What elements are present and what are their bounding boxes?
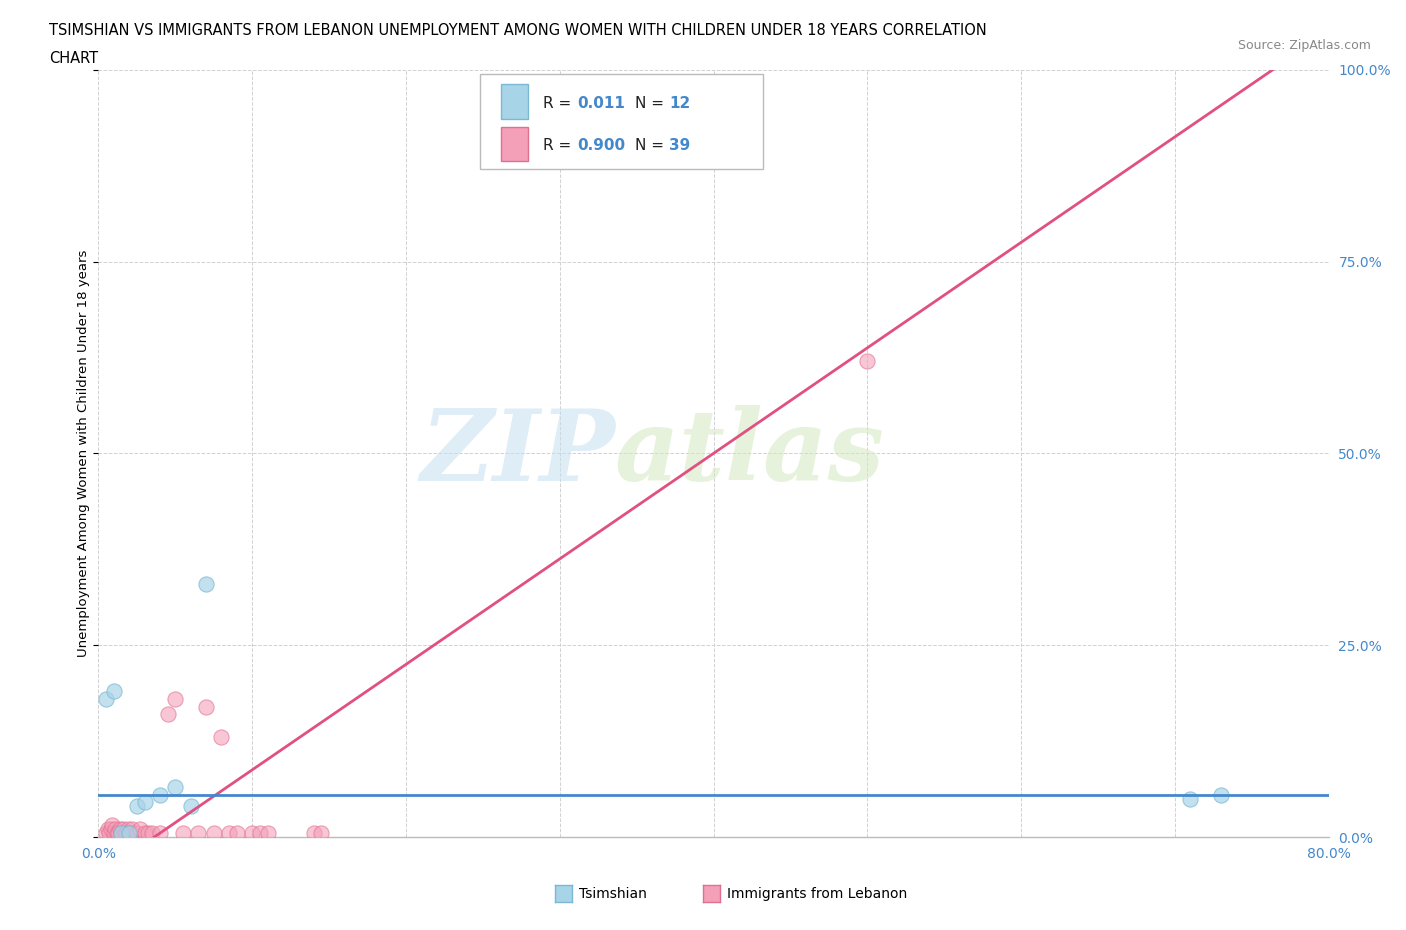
Point — [311, 826, 333, 841]
Point — [97, 822, 120, 837]
Point — [1209, 788, 1232, 803]
Point — [141, 826, 163, 841]
Point — [187, 826, 209, 841]
Text: 0.900: 0.900 — [576, 139, 626, 153]
Point — [125, 799, 148, 814]
Point — [149, 826, 172, 841]
Text: CHART: CHART — [49, 51, 98, 66]
Text: 39: 39 — [669, 139, 690, 153]
Text: Immigrants from Lebanon: Immigrants from Lebanon — [727, 886, 907, 901]
Text: Tsimshian: Tsimshian — [579, 886, 647, 901]
Point — [134, 826, 156, 841]
Text: R =: R = — [543, 139, 575, 153]
Point — [101, 818, 124, 833]
Point — [94, 826, 117, 841]
Point — [240, 826, 263, 841]
Y-axis label: Unemployment Among Women with Children Under 18 years: Unemployment Among Women with Children U… — [77, 249, 90, 658]
Point — [225, 826, 247, 841]
Point — [103, 684, 125, 698]
Text: 0.011: 0.011 — [576, 96, 624, 111]
Text: ZIP: ZIP — [420, 405, 616, 501]
Point — [165, 692, 187, 707]
Point — [104, 822, 127, 837]
Text: N =: N = — [636, 96, 669, 111]
FancyBboxPatch shape — [501, 85, 527, 119]
Point — [249, 826, 271, 841]
FancyBboxPatch shape — [479, 73, 763, 169]
Point — [120, 826, 142, 841]
Point — [118, 826, 141, 841]
Point — [112, 822, 135, 837]
Point — [149, 788, 172, 803]
Point — [256, 826, 278, 841]
Point — [202, 826, 225, 841]
Text: N =: N = — [636, 139, 669, 153]
Text: Source: ZipAtlas.com: Source: ZipAtlas.com — [1237, 39, 1371, 52]
Point — [134, 795, 156, 810]
Point — [100, 822, 122, 837]
Point — [165, 779, 187, 794]
Point — [302, 826, 325, 841]
Point — [110, 826, 132, 841]
Text: R =: R = — [543, 96, 575, 111]
Point — [94, 692, 117, 707]
Point — [114, 826, 136, 841]
Point — [125, 826, 148, 841]
Point — [856, 354, 879, 369]
FancyBboxPatch shape — [501, 126, 527, 161]
Text: atlas: atlas — [616, 405, 886, 501]
Point — [121, 822, 143, 837]
Point — [105, 826, 128, 841]
Point — [110, 826, 132, 841]
Point — [172, 826, 194, 841]
Point — [180, 799, 202, 814]
Point — [107, 826, 129, 841]
Point — [195, 699, 218, 714]
Point — [136, 826, 159, 841]
Text: 12: 12 — [669, 96, 690, 111]
Point — [156, 707, 179, 722]
Point — [118, 826, 141, 841]
Point — [103, 826, 125, 841]
Point — [195, 577, 218, 591]
Point — [129, 822, 152, 837]
Text: TSIMSHIAN VS IMMIGRANTS FROM LEBANON UNEMPLOYMENT AMONG WOMEN WITH CHILDREN UNDE: TSIMSHIAN VS IMMIGRANTS FROM LEBANON UNE… — [49, 23, 987, 38]
Point — [115, 826, 138, 841]
Point — [98, 826, 121, 841]
Point — [218, 826, 240, 841]
Point — [117, 822, 139, 837]
Point — [211, 730, 233, 745]
Point — [1180, 791, 1202, 806]
Point — [108, 822, 131, 837]
